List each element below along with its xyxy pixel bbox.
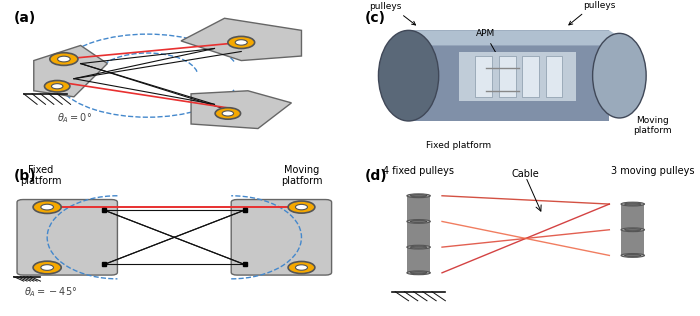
Ellipse shape (621, 228, 645, 232)
Ellipse shape (407, 220, 430, 223)
Polygon shape (409, 30, 609, 121)
Polygon shape (407, 247, 430, 273)
Ellipse shape (621, 202, 645, 206)
Text: Moving
platform: Moving platform (634, 116, 672, 135)
Circle shape (41, 265, 53, 270)
Circle shape (288, 261, 315, 274)
Circle shape (33, 261, 61, 274)
Polygon shape (181, 18, 302, 61)
Ellipse shape (624, 229, 641, 231)
Ellipse shape (593, 33, 646, 118)
Text: Moving
pulleys: Moving pulleys (569, 0, 616, 25)
Ellipse shape (410, 246, 427, 248)
Circle shape (45, 81, 70, 92)
Circle shape (52, 84, 63, 89)
Ellipse shape (407, 194, 430, 198)
Ellipse shape (410, 220, 427, 222)
Text: $\theta_A = -45°$: $\theta_A = -45°$ (24, 285, 77, 299)
Text: (d): (d) (365, 169, 388, 183)
Polygon shape (621, 230, 645, 255)
Circle shape (33, 201, 61, 213)
Text: Fixed
pulleys: Fixed pulleys (369, 0, 416, 25)
Text: APM: APM (475, 29, 507, 72)
Ellipse shape (379, 30, 439, 121)
Circle shape (295, 265, 307, 270)
Text: 4 fixed pulleys: 4 fixed pulleys (383, 166, 454, 176)
Text: 3 moving pulleys: 3 moving pulleys (611, 166, 694, 176)
Text: Fixed
platform: Fixed platform (20, 165, 61, 186)
Ellipse shape (410, 195, 427, 197)
Polygon shape (191, 91, 291, 129)
Polygon shape (499, 56, 516, 97)
Polygon shape (475, 56, 492, 97)
Circle shape (222, 111, 234, 116)
Ellipse shape (624, 203, 641, 205)
Text: Fixed platform: Fixed platform (426, 141, 491, 150)
Circle shape (57, 56, 70, 62)
Circle shape (235, 40, 247, 45)
Polygon shape (34, 46, 107, 97)
Text: (a): (a) (14, 11, 36, 25)
Circle shape (295, 204, 307, 210)
Ellipse shape (407, 245, 430, 249)
Circle shape (228, 36, 255, 48)
Ellipse shape (624, 254, 641, 257)
Polygon shape (522, 56, 539, 97)
Text: (b): (b) (14, 169, 36, 183)
FancyBboxPatch shape (231, 199, 332, 275)
Text: (c): (c) (365, 11, 386, 25)
Polygon shape (546, 56, 563, 97)
Polygon shape (407, 222, 430, 247)
Text: $\theta_A = 0°$: $\theta_A = 0°$ (57, 111, 92, 125)
Polygon shape (409, 30, 633, 46)
Ellipse shape (407, 271, 430, 275)
Text: Cable: Cable (512, 169, 540, 179)
Polygon shape (621, 204, 645, 230)
FancyBboxPatch shape (17, 199, 118, 275)
Ellipse shape (410, 272, 427, 274)
Polygon shape (407, 196, 430, 222)
Text: Moving
platform: Moving platform (281, 165, 322, 186)
Ellipse shape (621, 253, 645, 257)
Circle shape (288, 201, 315, 213)
Polygon shape (458, 52, 576, 101)
Circle shape (50, 53, 78, 65)
Circle shape (215, 108, 241, 119)
Circle shape (41, 204, 53, 210)
